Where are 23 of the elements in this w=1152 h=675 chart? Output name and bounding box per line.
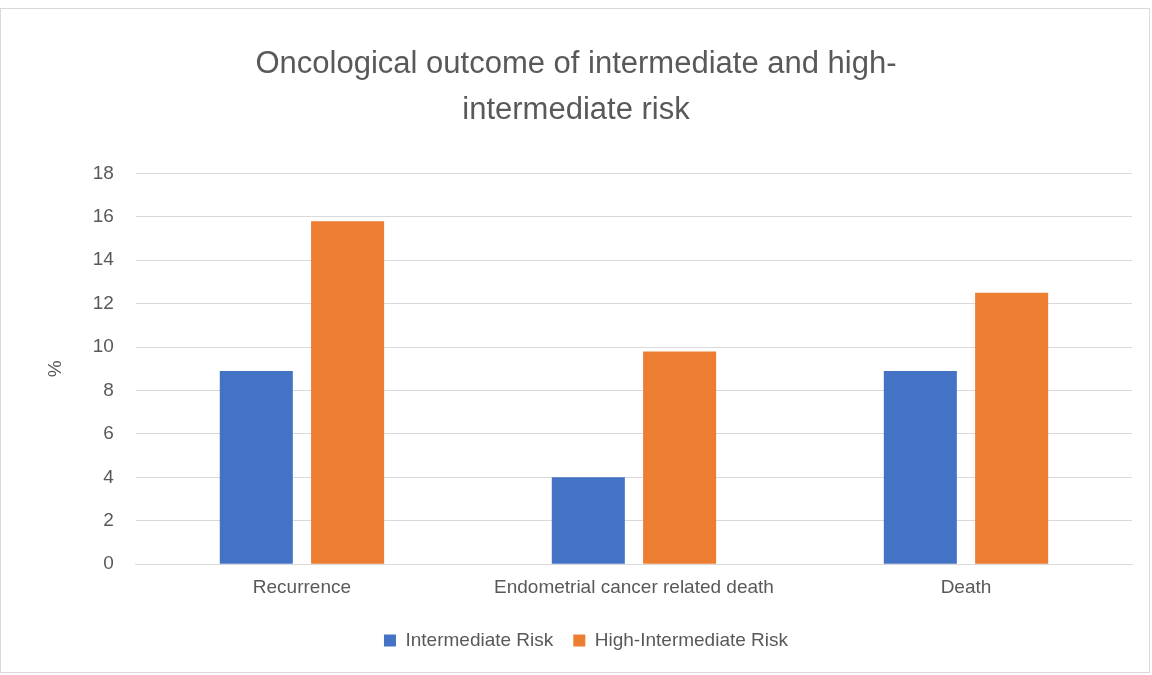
y-tick-label: 10 xyxy=(92,335,114,357)
legend-label: High-Intermediate Risk xyxy=(594,628,789,650)
x-tick-label: Endometrial cancer related death xyxy=(494,575,774,597)
chart-title: Oncological outcome of intermediate and high-intermediate risk xyxy=(254,44,898,128)
y-tick-label: 4 xyxy=(103,465,115,487)
bar xyxy=(975,292,1049,564)
y-tick-label: 14 xyxy=(92,248,115,270)
y-tick-label: 16 xyxy=(92,205,114,227)
bar xyxy=(883,370,957,564)
x-tick-label: Recurrence xyxy=(252,575,352,597)
y-tick-label: 0 xyxy=(103,552,114,574)
bar xyxy=(311,221,385,564)
bar xyxy=(551,477,625,564)
y-tick-label: 2 xyxy=(103,509,114,531)
y-tick-label: 6 xyxy=(103,422,114,444)
y-tick-label: 18 xyxy=(92,161,114,183)
legend-label: Intermediate Risk xyxy=(405,628,554,650)
y-axis-title: % xyxy=(43,360,65,378)
y-tick-label: 12 xyxy=(92,291,114,313)
x-tick-label: Death xyxy=(940,575,992,597)
y-tick-label: 8 xyxy=(103,378,114,400)
bar xyxy=(643,351,717,564)
bar xyxy=(219,370,293,564)
